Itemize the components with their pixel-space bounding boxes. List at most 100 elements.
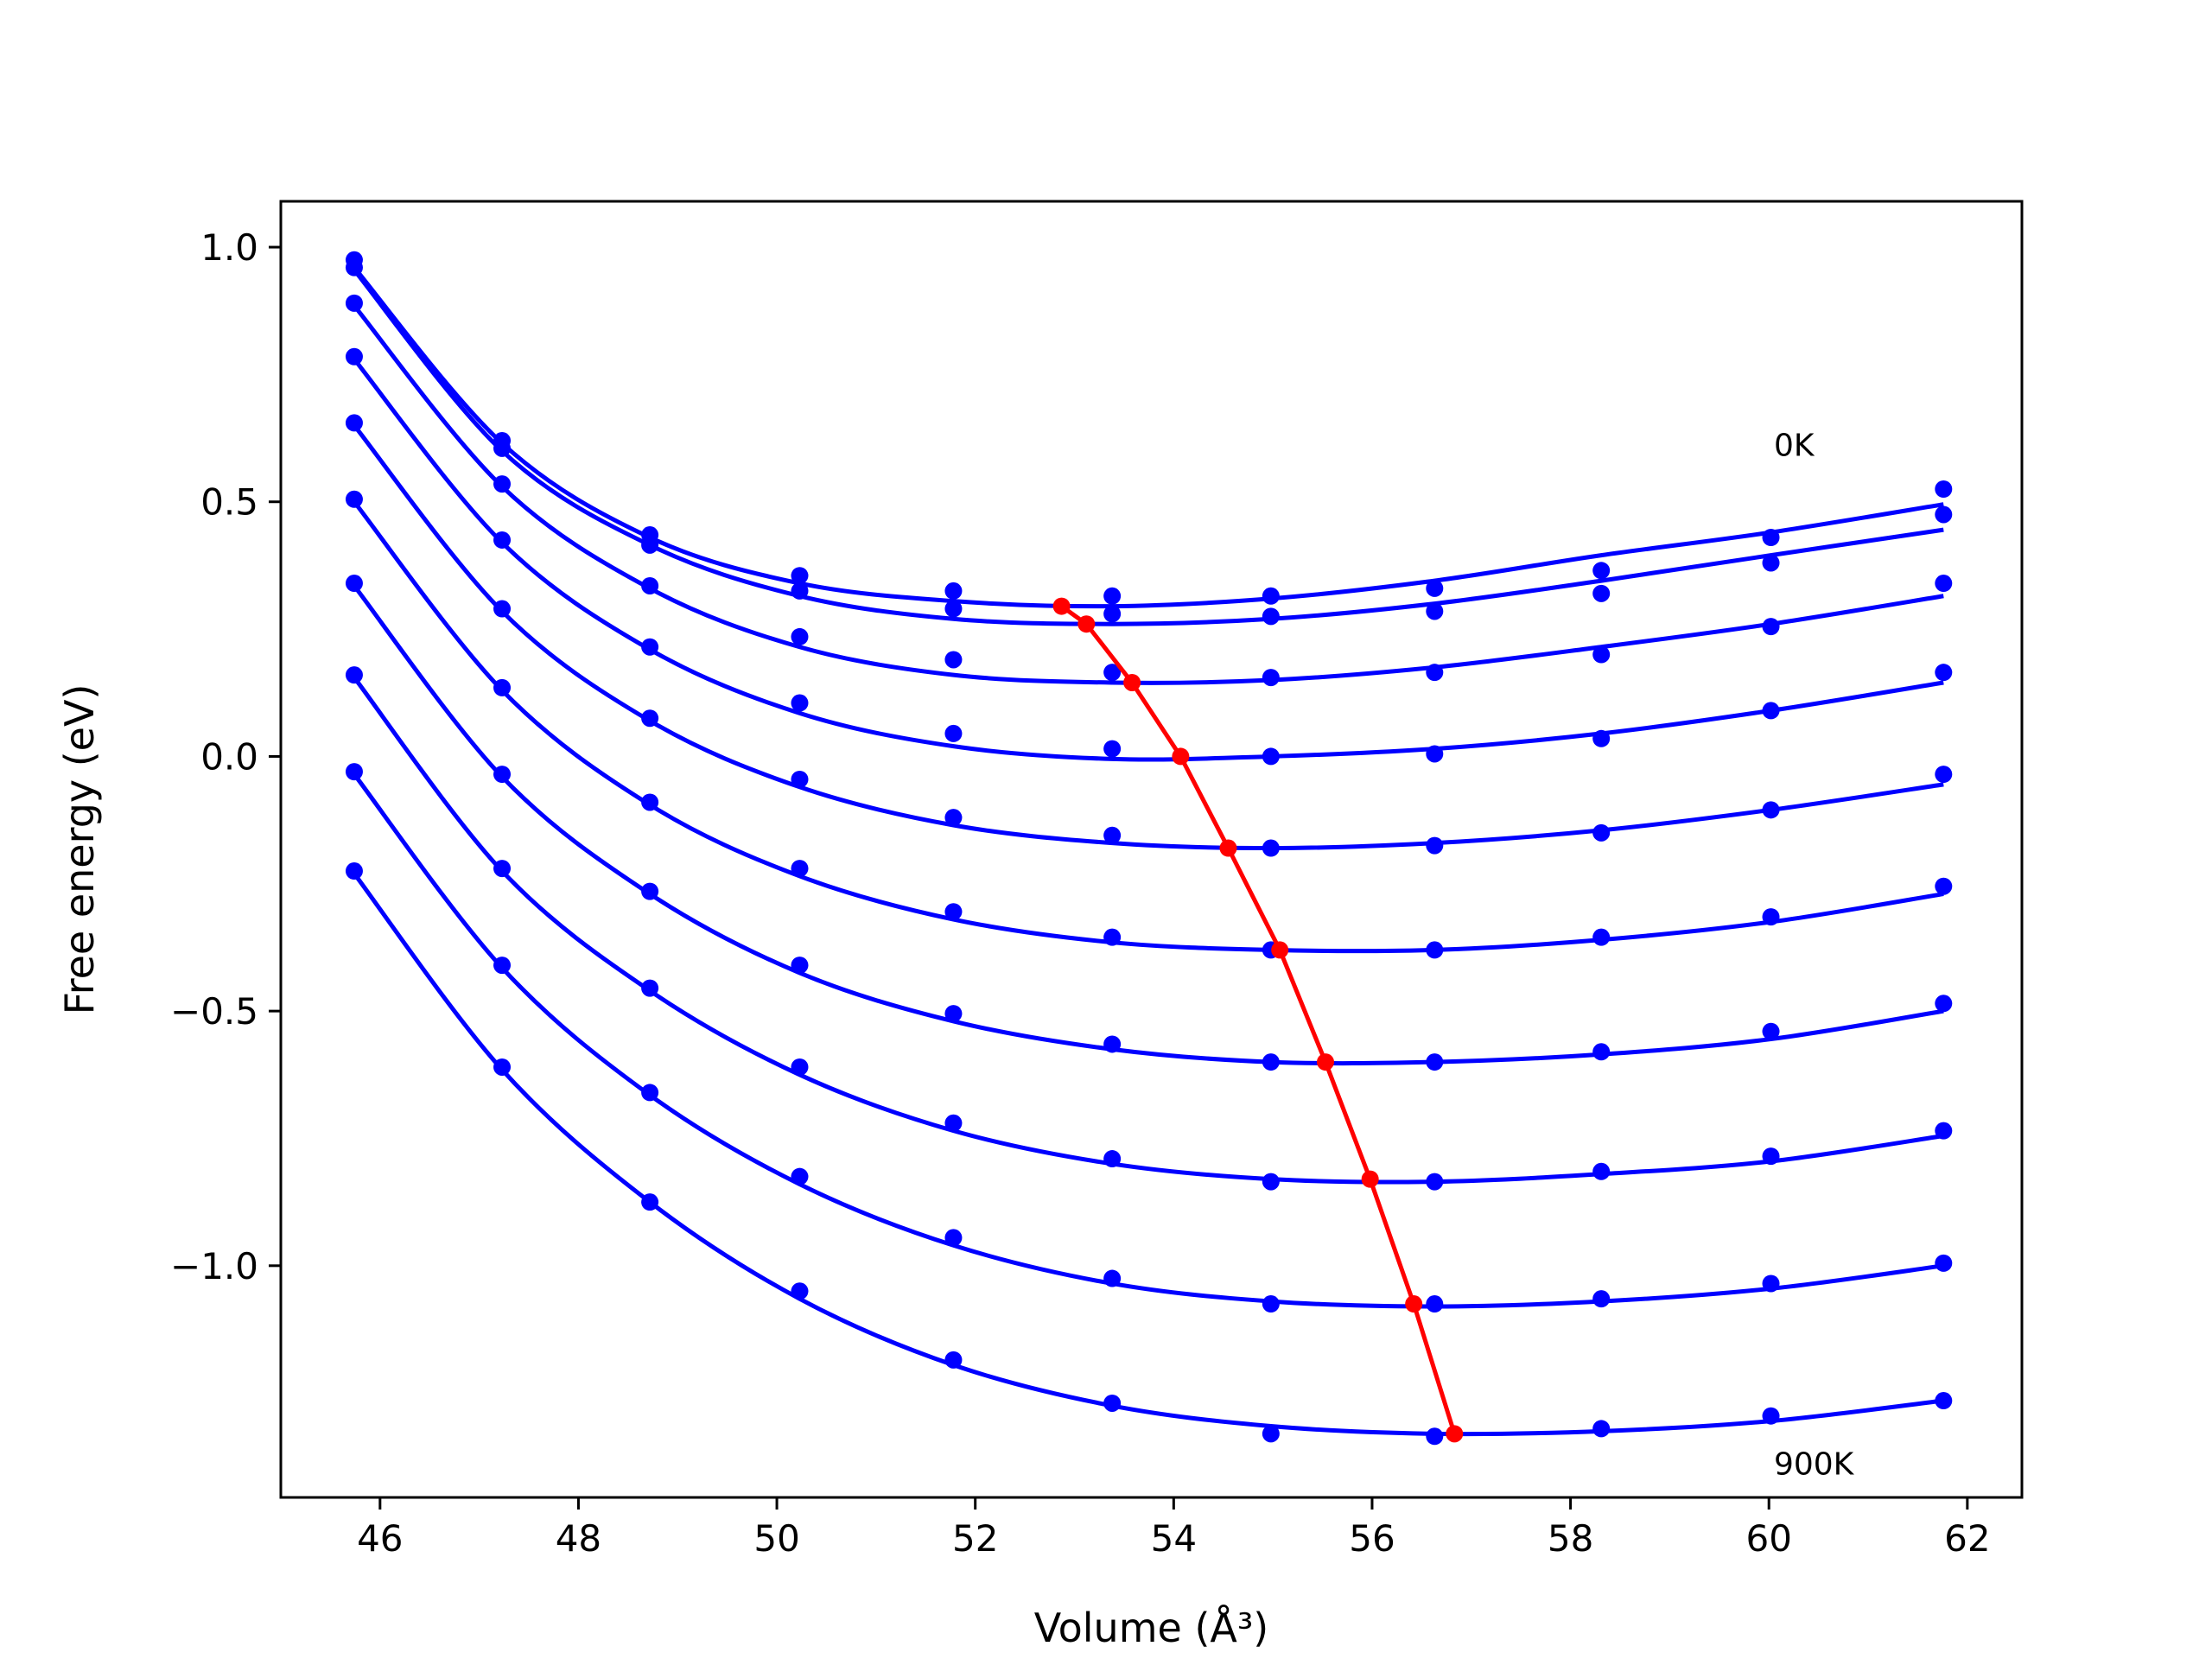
y-tick-label: −0.5 — [170, 990, 258, 1033]
minima-line — [1060, 604, 1457, 1435]
data-point — [493, 439, 512, 457]
minimum-point — [1446, 1425, 1464, 1443]
data-point — [1592, 1420, 1611, 1438]
data-point — [1426, 941, 1444, 959]
fit-curve — [352, 772, 1944, 1309]
data-point — [1262, 1173, 1280, 1191]
y-tick-label: 0.0 — [200, 735, 258, 778]
data-point — [791, 694, 809, 712]
data-point — [1762, 801, 1780, 819]
data-point — [1103, 1035, 1122, 1053]
minimum-point — [1172, 747, 1190, 766]
minimum-point — [1271, 941, 1289, 959]
data-point — [1592, 823, 1611, 842]
data-point — [345, 575, 363, 593]
x-tick-label: 56 — [1349, 1517, 1395, 1560]
y-tick-label: 0.5 — [200, 481, 258, 524]
data-point — [493, 678, 512, 696]
data-point — [1935, 664, 1953, 682]
data-point — [1426, 1053, 1444, 1071]
data-point — [1103, 664, 1122, 682]
data-point — [1426, 1295, 1444, 1313]
data-point — [791, 1058, 809, 1076]
data-point — [493, 766, 512, 784]
data-point — [1426, 836, 1444, 855]
minimum-point — [1052, 597, 1071, 615]
data-point — [791, 1167, 809, 1185]
data-point — [791, 860, 809, 878]
data-point — [1426, 1427, 1444, 1446]
minimum-point — [1219, 839, 1237, 857]
data-point — [1935, 575, 1953, 593]
data-point — [1592, 928, 1611, 946]
data-point — [345, 763, 363, 781]
data-point — [1762, 702, 1780, 720]
x-tick-label: 50 — [753, 1517, 799, 1560]
data-point — [493, 531, 512, 549]
data-point — [1103, 1394, 1122, 1412]
data-point — [641, 709, 659, 728]
data-point — [641, 536, 659, 554]
data-point — [1103, 605, 1122, 623]
data-point — [1262, 747, 1280, 766]
data-point — [345, 258, 363, 276]
data-point — [641, 979, 659, 997]
data-point — [493, 860, 512, 878]
minimum-point — [1317, 1053, 1334, 1071]
data-point — [1592, 729, 1611, 747]
data-point — [791, 627, 809, 645]
data-point — [345, 490, 363, 508]
data-point — [493, 475, 512, 493]
data-point — [1426, 579, 1444, 597]
minimum-point — [1077, 615, 1096, 633]
data-point — [345, 862, 363, 880]
data-point — [345, 347, 363, 365]
plot-frame — [279, 200, 2024, 1499]
x-tick-label: 52 — [952, 1517, 998, 1560]
data-point — [1262, 1425, 1280, 1443]
data-point — [1426, 745, 1444, 763]
data-point — [944, 1114, 963, 1132]
plot-area — [345, 251, 1953, 1446]
data-point — [1426, 664, 1444, 682]
data-point — [944, 582, 963, 600]
data-point — [944, 903, 963, 921]
data-point — [1103, 826, 1122, 844]
data-point — [1103, 928, 1122, 946]
data-point — [641, 576, 659, 594]
data-point — [1262, 669, 1280, 687]
data-point — [1262, 607, 1280, 626]
data-point — [345, 414, 363, 432]
data-point — [641, 1193, 659, 1211]
data-point — [493, 1058, 512, 1076]
data-point — [791, 770, 809, 788]
data-point — [944, 651, 963, 669]
data-point — [1426, 1173, 1444, 1191]
minimum-point — [1361, 1170, 1379, 1188]
data-point — [1935, 766, 1953, 784]
data-point — [944, 724, 963, 742]
data-point — [1103, 587, 1122, 605]
y-tick-label: −1.0 — [170, 1245, 258, 1287]
data-point — [1762, 1274, 1780, 1293]
data-point — [791, 957, 809, 975]
data-point — [944, 1005, 963, 1023]
fit-curve — [353, 304, 1944, 685]
data-point — [1935, 877, 1953, 895]
data-point — [1762, 1147, 1780, 1166]
data-point — [944, 600, 963, 618]
data-point — [1935, 1392, 1953, 1410]
fit-curve — [353, 358, 1944, 762]
x-tick-label: 54 — [1151, 1517, 1197, 1560]
data-point — [641, 1084, 659, 1102]
data-point — [1103, 1269, 1122, 1287]
minimum-point — [1123, 673, 1141, 691]
data-point — [1762, 618, 1780, 636]
annotations: 0K 900K — [1774, 429, 1855, 1483]
data-point — [1935, 505, 1953, 524]
data-point — [791, 567, 809, 585]
data-point — [944, 1351, 963, 1369]
data-point — [1935, 480, 1953, 499]
data-point — [1592, 562, 1611, 580]
